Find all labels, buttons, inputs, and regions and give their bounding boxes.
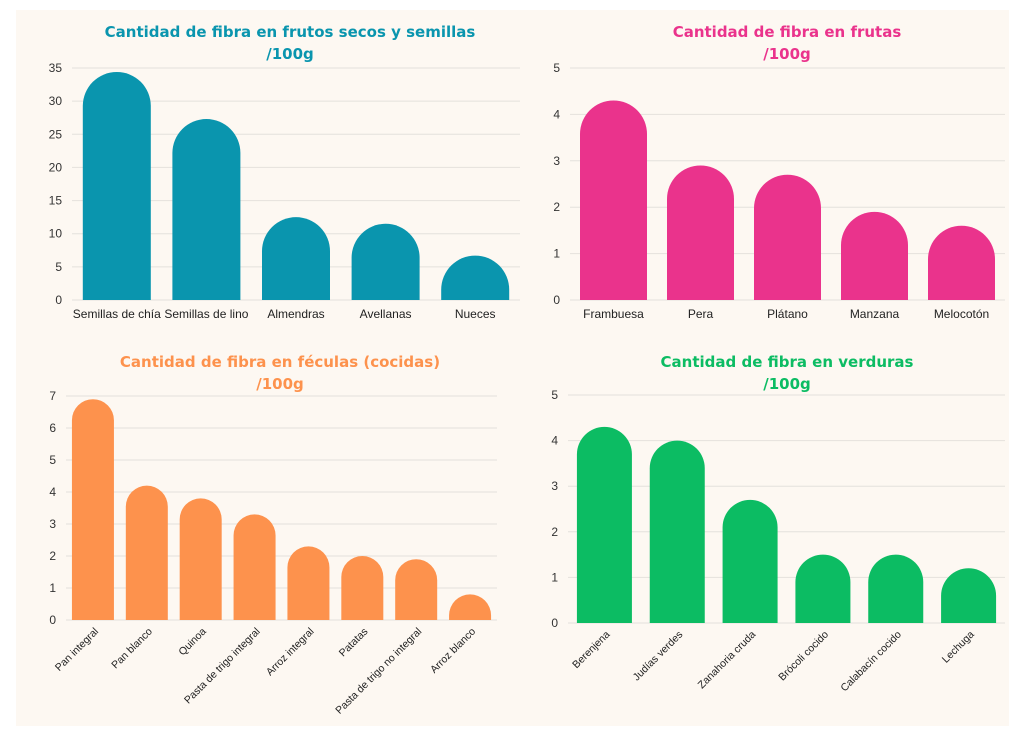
chart-3: Cantidad de fibra en féculas (cocidas) /1… xyxy=(49,353,497,717)
y-tick-label: 20 xyxy=(49,160,63,174)
y-tick-label: 4 xyxy=(551,434,558,448)
y-tick-label: 0 xyxy=(49,613,56,627)
y-tick-label: 30 xyxy=(49,94,63,108)
x-tick-label: Brócoli cocido xyxy=(776,629,831,684)
chart-title: Cantidad de fibra en frutos secos y semi… xyxy=(105,23,476,41)
x-tick-label: Pan blanco xyxy=(109,626,155,672)
y-tick-label: 0 xyxy=(553,293,560,307)
bar xyxy=(172,119,241,300)
bar xyxy=(580,100,647,300)
x-tick-label: Avellanas xyxy=(360,307,412,321)
bar xyxy=(71,399,114,620)
y-tick-label: 10 xyxy=(49,227,63,241)
y-tick-label: 2 xyxy=(551,525,558,539)
y-tick-label: 6 xyxy=(49,421,56,435)
bar xyxy=(262,217,330,300)
bar xyxy=(179,498,222,620)
x-tick-label: Arroz integral xyxy=(264,626,317,679)
x-tick-label: Arroz blanco xyxy=(428,626,478,676)
bar xyxy=(795,554,851,623)
y-tick-label: 15 xyxy=(49,194,63,208)
bar xyxy=(649,440,705,623)
bar xyxy=(395,559,438,620)
bar xyxy=(928,225,995,300)
bar xyxy=(125,485,168,620)
bar xyxy=(341,556,384,620)
x-tick-label: Pan integral xyxy=(53,626,101,674)
x-tick-label: Almendras xyxy=(267,307,324,321)
chart-subtitle: /100g xyxy=(266,45,314,63)
x-tick-label: Lechuga xyxy=(940,629,977,666)
y-tick-label: 4 xyxy=(49,485,56,499)
y-tick-label: 7 xyxy=(49,389,56,403)
x-tick-label: Quinoa xyxy=(176,626,209,659)
x-tick-label: Zanahoria cruda xyxy=(696,629,759,692)
x-tick-label: Melocotón xyxy=(934,307,989,321)
x-tick-label: Manzana xyxy=(850,307,900,321)
chart-title: Cantidad de fibra en féculas (cocidas) xyxy=(120,353,440,371)
bar xyxy=(754,174,821,300)
x-tick-label: Calabacín cocido xyxy=(838,629,904,695)
y-tick-label: 1 xyxy=(553,247,560,261)
chart-subtitle: /100g xyxy=(763,45,811,63)
x-tick-label: Berenjena xyxy=(570,629,612,671)
bar xyxy=(449,594,492,620)
y-tick-label: 3 xyxy=(551,479,558,493)
x-tick-label: Pera xyxy=(688,307,714,321)
y-tick-label: 5 xyxy=(49,453,56,467)
y-tick-label: 1 xyxy=(551,570,558,584)
y-tick-label: 5 xyxy=(551,388,558,402)
x-tick-label: Semillas de chía xyxy=(73,307,161,321)
chart-2: Cantidad de fibra en frutas/100g 0 1 2 3 4 5 Fr… xyxy=(553,23,1005,321)
x-tick-label: Nueces xyxy=(455,307,496,321)
chart-subtitle: /100g xyxy=(763,375,811,393)
x-tick-label: Frambuesa xyxy=(583,307,644,321)
bar xyxy=(941,568,997,623)
y-tick-label: 25 xyxy=(49,127,63,141)
y-tick-label: 35 xyxy=(49,61,63,75)
y-tick-label: 4 xyxy=(553,107,560,121)
chart-title: Cantidad de fibra en verduras xyxy=(661,353,914,371)
bar xyxy=(233,514,276,620)
x-tick-label: Patatas xyxy=(337,626,371,660)
bar xyxy=(722,499,778,623)
bar xyxy=(576,426,632,623)
bar xyxy=(841,211,908,300)
y-tick-label: 1 xyxy=(49,581,56,595)
bar xyxy=(441,255,510,300)
x-tick-label: Semillas de lino xyxy=(164,307,248,321)
y-tick-label: 0 xyxy=(55,293,62,307)
chart-1: Cantidad de fibra en frutos secos y semi… xyxy=(49,23,520,321)
chart-4: Cantidad de fibra en verduras/100g 0 1 2 3 4 5… xyxy=(551,353,1005,694)
x-tick-label: Plátano xyxy=(767,307,808,321)
bar xyxy=(287,546,330,620)
y-tick-label: 5 xyxy=(553,61,560,75)
bar xyxy=(82,71,151,300)
y-tick-label: 3 xyxy=(49,517,56,531)
y-tick-label: 5 xyxy=(55,260,62,274)
y-tick-label: 2 xyxy=(49,549,56,563)
y-tick-label: 0 xyxy=(551,616,558,630)
bar xyxy=(667,165,734,300)
bar xyxy=(868,554,924,623)
chart-subtitle: /100g xyxy=(256,375,304,393)
x-tick-label: Judías verdes xyxy=(631,629,686,684)
chart-title: Cantidad de fibra en frutas xyxy=(673,23,902,41)
y-tick-label: 3 xyxy=(553,154,560,168)
bar xyxy=(351,223,420,300)
y-tick-label: 2 xyxy=(553,200,560,214)
